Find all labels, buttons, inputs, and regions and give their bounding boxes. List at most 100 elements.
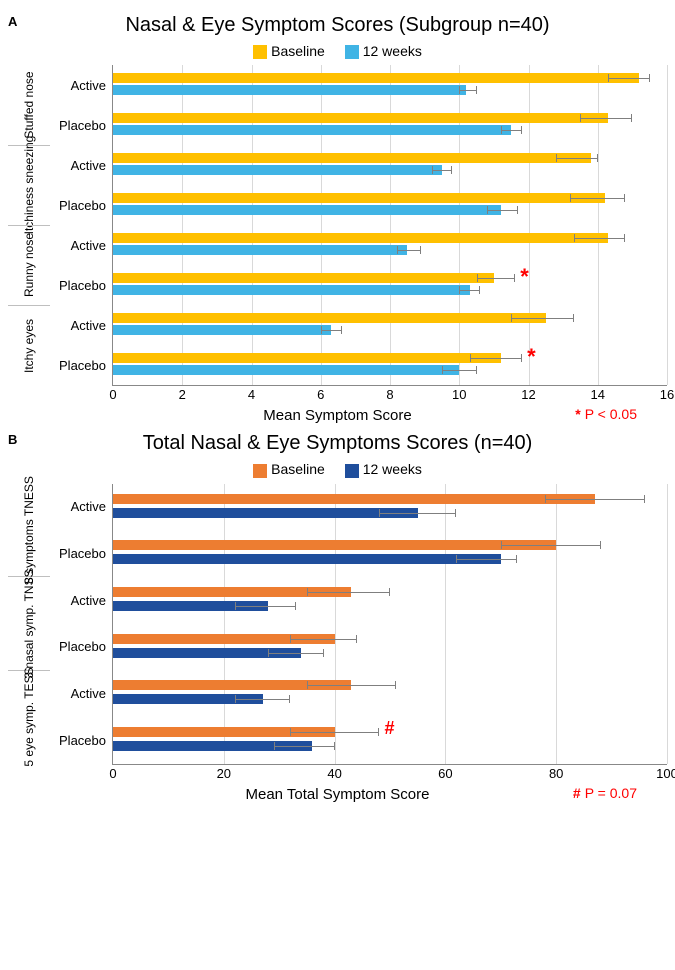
subgroup-label: Active xyxy=(50,577,112,624)
panel-b-letter: B xyxy=(8,432,17,447)
error-bar xyxy=(290,727,379,737)
x-tick-label: 2 xyxy=(179,387,186,402)
bar-baseline xyxy=(113,313,546,323)
bar-12weeks xyxy=(113,508,418,518)
subgroup-label: Active xyxy=(50,65,112,105)
category-label: Stuffed nose xyxy=(22,71,36,138)
category-label: Itchiness sneezing xyxy=(22,136,36,235)
error-bar xyxy=(456,554,517,564)
x-tick-label: 40 xyxy=(327,766,341,781)
legend-swatch-12weeks-b xyxy=(345,464,359,478)
x-tick-label: 12 xyxy=(521,387,535,402)
error-bar xyxy=(274,741,335,751)
subgroup-label: Placebo xyxy=(50,265,112,305)
subgroup-label: Active xyxy=(50,305,112,345)
x-tick-label: 0 xyxy=(109,387,116,402)
error-bar xyxy=(477,273,515,283)
error-bar xyxy=(432,165,453,175)
legend-swatch-baseline-b xyxy=(253,464,267,478)
bar-baseline xyxy=(113,153,591,163)
panel-b-footnote-symbol: # xyxy=(573,785,581,801)
bar-baseline xyxy=(113,73,639,83)
error-bar xyxy=(397,245,421,255)
legend-swatch-baseline-a xyxy=(253,45,267,59)
gridline xyxy=(667,484,668,764)
subgroup-label: Placebo xyxy=(50,105,112,145)
panel-b-plot-wrap: 8 symptoms TNESS3 nasal symp. TNSS5 eye … xyxy=(8,484,667,764)
gridline xyxy=(556,484,557,764)
x-tick-label: 8 xyxy=(386,387,393,402)
subgroup-label: Placebo xyxy=(50,717,112,764)
panel-b-footnote-text: P = 0.07 xyxy=(585,785,637,801)
error-bar xyxy=(470,353,522,363)
error-bar xyxy=(459,285,480,295)
x-tick-label: 6 xyxy=(317,387,324,402)
subgroup-label: Placebo xyxy=(50,185,112,225)
panel-b-category-labels: 8 symptoms TNESS3 nasal symp. TNSS5 eye … xyxy=(8,484,50,764)
error-bar xyxy=(268,648,323,658)
category-label: 3 nasal symp. TNSS xyxy=(22,569,36,678)
x-tick-label: 0 xyxy=(109,766,116,781)
bar-12weeks xyxy=(113,285,470,295)
bar-12weeks xyxy=(113,325,331,335)
bar-12weeks xyxy=(113,165,442,175)
legend-swatch-12weeks-a xyxy=(345,45,359,59)
gridline xyxy=(667,65,668,385)
x-tick-label: 4 xyxy=(248,387,255,402)
subgroup-label: Placebo xyxy=(50,624,112,671)
bar-12weeks xyxy=(113,554,501,564)
x-tick-label: 10 xyxy=(452,387,466,402)
panel-a: A Nasal & Eye Symptom Scores (Subgroup n… xyxy=(8,14,667,422)
category-label: Runny nose xyxy=(22,233,36,297)
error-bar xyxy=(511,313,573,323)
significance-marker: * xyxy=(520,264,529,290)
panel-b-sub-labels: ActivePlaceboActivePlaceboActivePlacebo xyxy=(50,484,112,764)
error-bar xyxy=(290,634,356,644)
bar-12weeks xyxy=(113,205,501,215)
error-bar xyxy=(501,540,601,550)
category-label: 5 eye symp. TESS xyxy=(22,668,36,767)
bar-baseline xyxy=(113,494,595,504)
legend-label-12weeks-b: 12 weeks xyxy=(363,461,422,477)
error-bar xyxy=(570,193,625,203)
error-bar xyxy=(501,125,522,135)
error-bar xyxy=(608,73,650,83)
bar-baseline xyxy=(113,113,608,123)
x-tick-label: 14 xyxy=(591,387,605,402)
subgroup-label: Active xyxy=(50,225,112,265)
error-bar xyxy=(321,325,342,335)
subgroup-label: Active xyxy=(50,484,112,531)
panel-a-footnote-text: P < 0.05 xyxy=(585,406,637,422)
subgroup-label: Placebo xyxy=(50,345,112,385)
significance-marker: # xyxy=(384,718,394,739)
panel-a-legend: Baseline 12 weeks xyxy=(8,43,667,59)
bar-baseline xyxy=(113,233,608,243)
panel-b-title: Total Nasal & Eye Symptoms Scores (n=40) xyxy=(8,432,667,455)
error-bar xyxy=(545,494,645,504)
panel-a-plot: 0246810121416** xyxy=(112,65,667,386)
bar-12weeks xyxy=(113,85,466,95)
bar-baseline xyxy=(113,273,494,283)
legend-label-12weeks-a: 12 weeks xyxy=(363,43,422,59)
subgroup-label: Placebo xyxy=(50,530,112,577)
panel-a-sub-labels: ActivePlaceboActivePlaceboActivePlaceboA… xyxy=(50,65,112,385)
bar-baseline xyxy=(113,353,501,363)
error-bar xyxy=(556,153,598,163)
error-bar xyxy=(235,601,296,611)
legend-label-baseline-a: Baseline xyxy=(271,43,325,59)
gridline xyxy=(445,484,446,764)
panel-b-plot: 020406080100# xyxy=(112,484,667,765)
gridline xyxy=(224,484,225,764)
bar-12weeks xyxy=(113,125,511,135)
error-bar xyxy=(307,587,390,597)
category-label: Itchy eyes xyxy=(22,319,36,373)
panel-b-legend: Baseline 12 weeks xyxy=(8,461,667,477)
bar-12weeks xyxy=(113,245,407,255)
error-bar xyxy=(459,85,476,95)
gridline xyxy=(335,484,336,764)
panel-b: B Total Nasal & Eye Symptoms Scores (n=4… xyxy=(8,432,667,800)
error-bar xyxy=(307,680,396,690)
error-bar xyxy=(574,233,626,243)
error-bar xyxy=(580,113,632,123)
panel-a-plot-wrap: Stuffed noseItchiness sneezingRunny nose… xyxy=(8,65,667,385)
